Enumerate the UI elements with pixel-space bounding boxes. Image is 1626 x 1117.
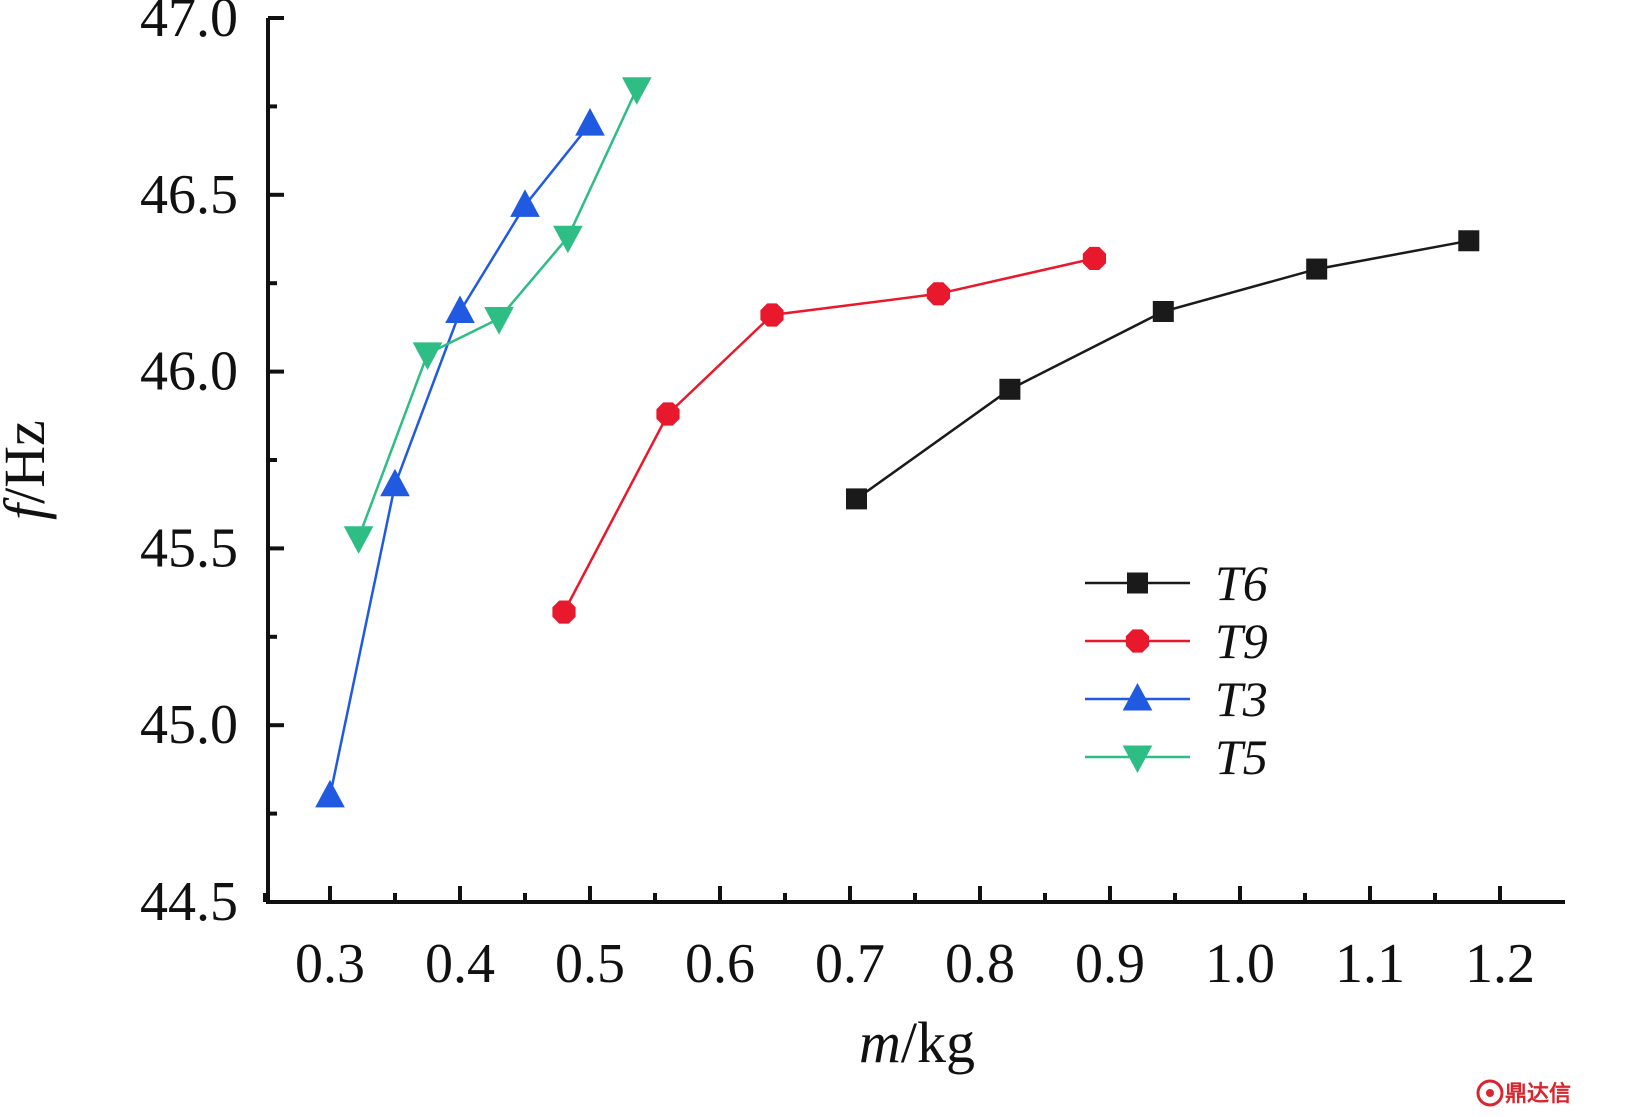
data-point-octagon xyxy=(760,303,784,327)
watermark-logo-icon xyxy=(1476,1079,1504,1107)
svg-text:f/Hz: f/Hz xyxy=(0,420,57,520)
data-point-triangle-up xyxy=(315,779,345,808)
legend-item: T6 xyxy=(1085,555,1268,611)
legend-label: T3 xyxy=(1215,671,1268,727)
legend-label: T9 xyxy=(1215,613,1268,669)
series-T3 xyxy=(315,108,605,808)
x-axis-title: m/kg xyxy=(859,1010,975,1075)
x-axis-title-var: m xyxy=(859,1010,901,1075)
data-point-octagon xyxy=(656,402,680,426)
y-tick-label: 45.0 xyxy=(140,694,238,756)
axes xyxy=(266,18,1565,904)
y-tick-label: 46.0 xyxy=(140,341,238,403)
data-point-square xyxy=(846,488,867,510)
watermark: 鼎达信 xyxy=(1476,1079,1571,1107)
x-tick-label: 0.6 xyxy=(685,933,755,995)
data-point-triangle-down xyxy=(412,342,443,370)
data-point-triangle-down xyxy=(1122,745,1153,774)
data-point-triangle-up xyxy=(445,295,475,323)
series-T6 xyxy=(846,230,1480,510)
y-axis-title-unit: /Hz xyxy=(0,420,57,504)
data-point-square xyxy=(1152,300,1174,322)
legend-label: T6 xyxy=(1215,555,1268,611)
x-tick-label: 1.1 xyxy=(1335,933,1405,995)
x-axis-title-unit: /kg xyxy=(901,1010,975,1075)
data-point-triangle-up xyxy=(1122,682,1153,711)
series-layer xyxy=(315,77,1480,808)
data-point-square xyxy=(1458,230,1480,252)
x-tick-label: 0.5 xyxy=(555,933,625,995)
data-point-octagon xyxy=(926,282,950,306)
legend-item: T3 xyxy=(1085,671,1268,727)
x-tick-label: 0.3 xyxy=(295,933,365,995)
y-tick-label: 47.0 xyxy=(140,0,238,49)
data-point-square xyxy=(1306,258,1328,280)
data-point-octagon xyxy=(1125,629,1150,653)
y-tick-label: 46.5 xyxy=(140,164,238,226)
data-point-octagon xyxy=(552,600,576,624)
data-point-triangle-up xyxy=(575,108,605,136)
data-point-triangle-down xyxy=(343,526,374,554)
data-point-triangle-up xyxy=(510,189,540,217)
y-tick-label: 44.5 xyxy=(140,871,238,933)
watermark-logo-dot xyxy=(1486,1089,1494,1097)
legend-label: T5 xyxy=(1215,729,1268,785)
legend-item: T5 xyxy=(1085,729,1268,785)
watermark-text: 鼎达信 xyxy=(1505,1081,1571,1107)
series-T9 xyxy=(552,246,1106,624)
ticks: 44.5 45.0 45.5 46.0 46.5 47.0 0.3 0.4 0.5 0.6 0.7 0… xyxy=(140,0,1535,995)
y-tick-label: 45.5 xyxy=(140,517,238,579)
legend-item: T9 xyxy=(1085,613,1268,669)
x-tick-label: 1.0 xyxy=(1205,933,1275,995)
series-line xyxy=(855,239,1470,500)
y-axis-title: f/Hz xyxy=(0,420,57,520)
svg-text:m/kg: m/kg xyxy=(859,1010,975,1075)
x-tick-label: 0.4 xyxy=(425,933,495,995)
x-tick-label: 0.7 xyxy=(815,933,885,995)
data-point-square xyxy=(1127,572,1148,594)
x-tick-label: 0.9 xyxy=(1075,933,1145,995)
x-tick-label: 0.8 xyxy=(945,933,1015,995)
series-line xyxy=(562,257,1095,613)
series-line xyxy=(328,123,591,797)
data-point-square xyxy=(999,378,1021,400)
x-tick-label: 1.2 xyxy=(1465,933,1535,995)
data-point-triangle-down xyxy=(621,77,652,105)
series-T5 xyxy=(343,77,652,554)
data-point-octagon xyxy=(1082,246,1106,270)
data-point-triangle-down xyxy=(553,225,583,254)
data-point-triangle-down xyxy=(484,307,514,335)
data-point-triangle-up xyxy=(380,468,410,497)
